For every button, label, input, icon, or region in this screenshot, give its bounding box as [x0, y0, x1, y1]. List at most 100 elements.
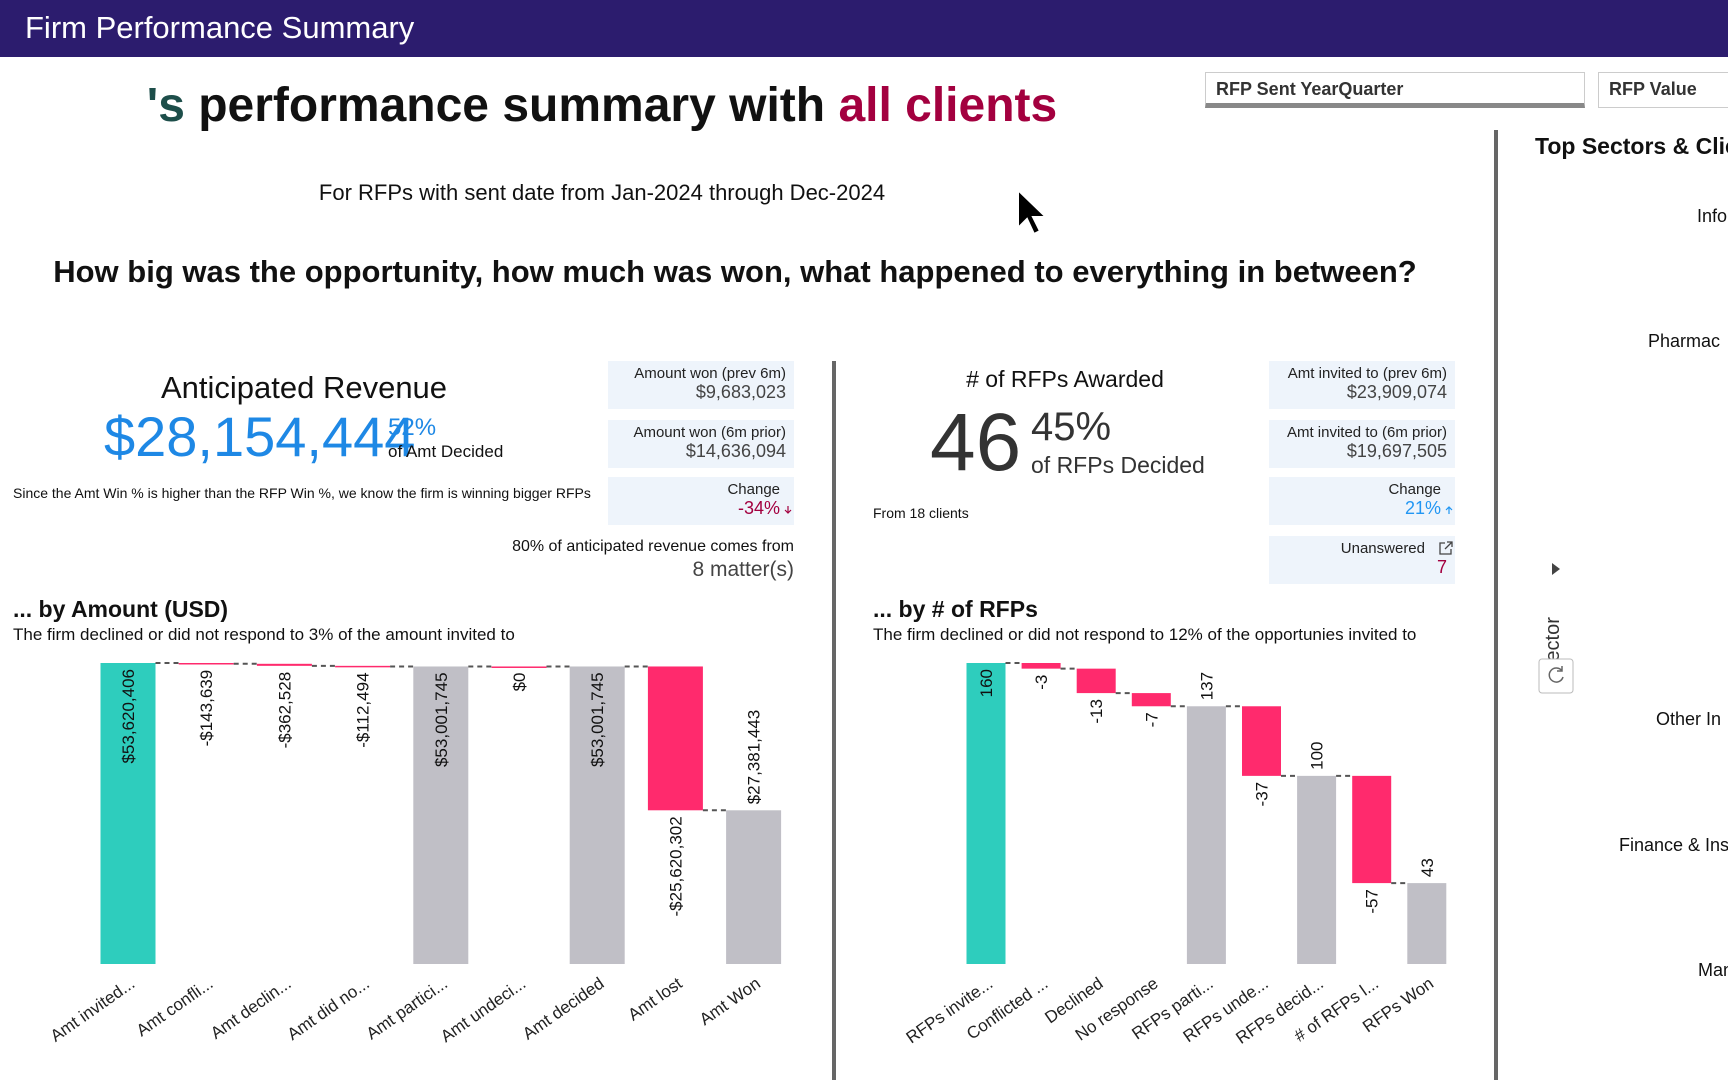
- sector-label: Info: [1697, 206, 1728, 226]
- kpi-value: $28,154,444: [104, 405, 416, 468]
- value-label: $53,001,745: [588, 672, 607, 767]
- kpi-title: # of RFPs Awarded: [966, 366, 1164, 392]
- bar: [1297, 775, 1337, 964]
- value-label: -13: [1087, 699, 1106, 724]
- x-tick-label: Amt confli...: [133, 974, 217, 1041]
- value-label: -3: [1032, 675, 1051, 690]
- x-tick-label: Amt Won: [696, 974, 764, 1029]
- filter[interactable]: RFP Sent YearQuarter: [1205, 72, 1585, 108]
- value-label: -$112,494: [354, 672, 373, 747]
- divider: [1494, 130, 1498, 1080]
- chart-title: ... by # of RFPs: [873, 596, 1038, 622]
- kpi-title: Anticipated Revenue: [160, 370, 448, 405]
- filter[interactable]: RFP Value: [1598, 72, 1728, 108]
- open-link-icon[interactable]: [1438, 540, 1454, 556]
- headline-prefix: 's: [146, 79, 185, 132]
- value-label: -$25,620,302: [666, 816, 685, 916]
- bar: [335, 665, 391, 668]
- x-tick-label: Amt invited...: [47, 974, 138, 1046]
- bar: [1076, 668, 1116, 694]
- box-label: Amount won (6m prior): [633, 424, 786, 441]
- x-tick-label: Amt undeci...: [437, 974, 529, 1046]
- kpi-box: Change 21%: [1269, 477, 1455, 525]
- bar: [1352, 775, 1392, 884]
- date-range: For RFPs with sent date from Jan-2024 th…: [318, 180, 886, 205]
- box-label: Change: [1388, 481, 1441, 498]
- header-bar: [0, 0, 1728, 57]
- x-tick-label: Amt did no...: [284, 974, 373, 1044]
- value-label: $0: [510, 672, 529, 691]
- question: How big was the opportunity, how much wa…: [53, 254, 1417, 289]
- bar: [178, 663, 234, 665]
- value-label: -$362,528: [275, 672, 294, 749]
- bar: [256, 663, 312, 666]
- bar: [1242, 706, 1281, 776]
- box-value: $14,636,094: [685, 441, 786, 461]
- x-tick-label: Amt declin...: [207, 974, 295, 1043]
- value-label: -$143,639: [197, 670, 216, 747]
- box-label: Amt invited to (prev 6m): [1287, 365, 1447, 382]
- kpi-box: Change -34%: [608, 477, 794, 525]
- bar: [491, 666, 547, 668]
- value-label: -57: [1363, 889, 1382, 914]
- headline: 's performance summary with all clients: [0, 78, 1204, 133]
- kpi-box: Amount won (6m prior) $14,636,094: [608, 420, 794, 468]
- value-label: 160: [977, 669, 996, 697]
- bar: [1131, 693, 1171, 707]
- bar: [569, 666, 625, 964]
- kpi-box: Amt invited to (6m prior) $19,697,505: [1269, 420, 1455, 468]
- box-value: -34%: [737, 498, 780, 518]
- value-label: 43: [1418, 858, 1437, 877]
- sector-label: Finance & Ins: [1619, 835, 1728, 855]
- headline-highlight: all clients: [838, 79, 1058, 132]
- x-tick-label: Amt lost: [624, 974, 685, 1025]
- bar: [966, 663, 1006, 964]
- kpi-value: 46: [930, 397, 1022, 488]
- chart-subtitle: The firm declined or did not respond to …: [13, 625, 515, 644]
- value-label: 137: [1197, 672, 1216, 700]
- header-title: Firm Performance Summary: [25, 10, 415, 45]
- bar: [413, 666, 469, 964]
- box-value: $23,909,074: [1346, 382, 1447, 402]
- bar: [647, 666, 703, 811]
- bar: [100, 663, 156, 964]
- kpi-pct-label: of Amt Decided: [388, 442, 504, 461]
- kpi-note: From 18 clients: [873, 505, 969, 521]
- box-label: Amt invited to (6m prior): [1286, 424, 1447, 441]
- sidebar-title: Top Sectors & Clie: [1535, 133, 1728, 159]
- kpi-box: Amt invited to (prev 6m) $23,909,074: [1269, 361, 1455, 409]
- sector-label: Pharmac: [1648, 331, 1721, 351]
- sector-controls: Sector: [1538, 563, 1574, 694]
- box-label: Amount won (prev 6m): [634, 365, 786, 382]
- box-value: $19,697,505: [1346, 441, 1447, 461]
- box-value: 7: [1436, 557, 1447, 577]
- sector-label: Other In: [1656, 709, 1722, 729]
- value-label: 100: [1308, 742, 1327, 770]
- box-value: 21%: [1404, 498, 1441, 518]
- value-label: $53,620,406: [119, 669, 138, 764]
- down-arrow: [784, 506, 792, 514]
- box-label: Change: [727, 481, 780, 498]
- expand-icon[interactable]: [1552, 563, 1560, 575]
- kpi-box: Amount won (prev 6m) $9,683,023: [608, 361, 794, 409]
- value-label: $53,001,745: [432, 672, 451, 767]
- kpi-note: Since the Amt Win % is higher than the R…: [13, 485, 591, 501]
- bar: [1186, 706, 1226, 964]
- chart-subtitle: The firm declined or did not respond to …: [873, 625, 1417, 644]
- kpi-pct: 45%: [1031, 405, 1112, 449]
- concentration: 80% of anticipated revenue comes from: [512, 538, 794, 555]
- value-label: $27,381,443: [745, 710, 764, 805]
- refresh-button[interactable]: [1538, 658, 1574, 694]
- box-value: $9,683,023: [695, 382, 786, 402]
- up-arrow: [1445, 506, 1453, 514]
- bar: [1407, 883, 1447, 964]
- kpi-pct-label: of RFPs Decided: [1031, 452, 1205, 478]
- chart-title: ... by Amount (USD): [13, 596, 229, 622]
- bar: [726, 810, 782, 964]
- bar: [1021, 663, 1061, 669]
- value-label: -37: [1253, 782, 1272, 807]
- sector-label: Manufa: [1698, 960, 1728, 980]
- matters: 8 matter(s): [692, 558, 794, 581]
